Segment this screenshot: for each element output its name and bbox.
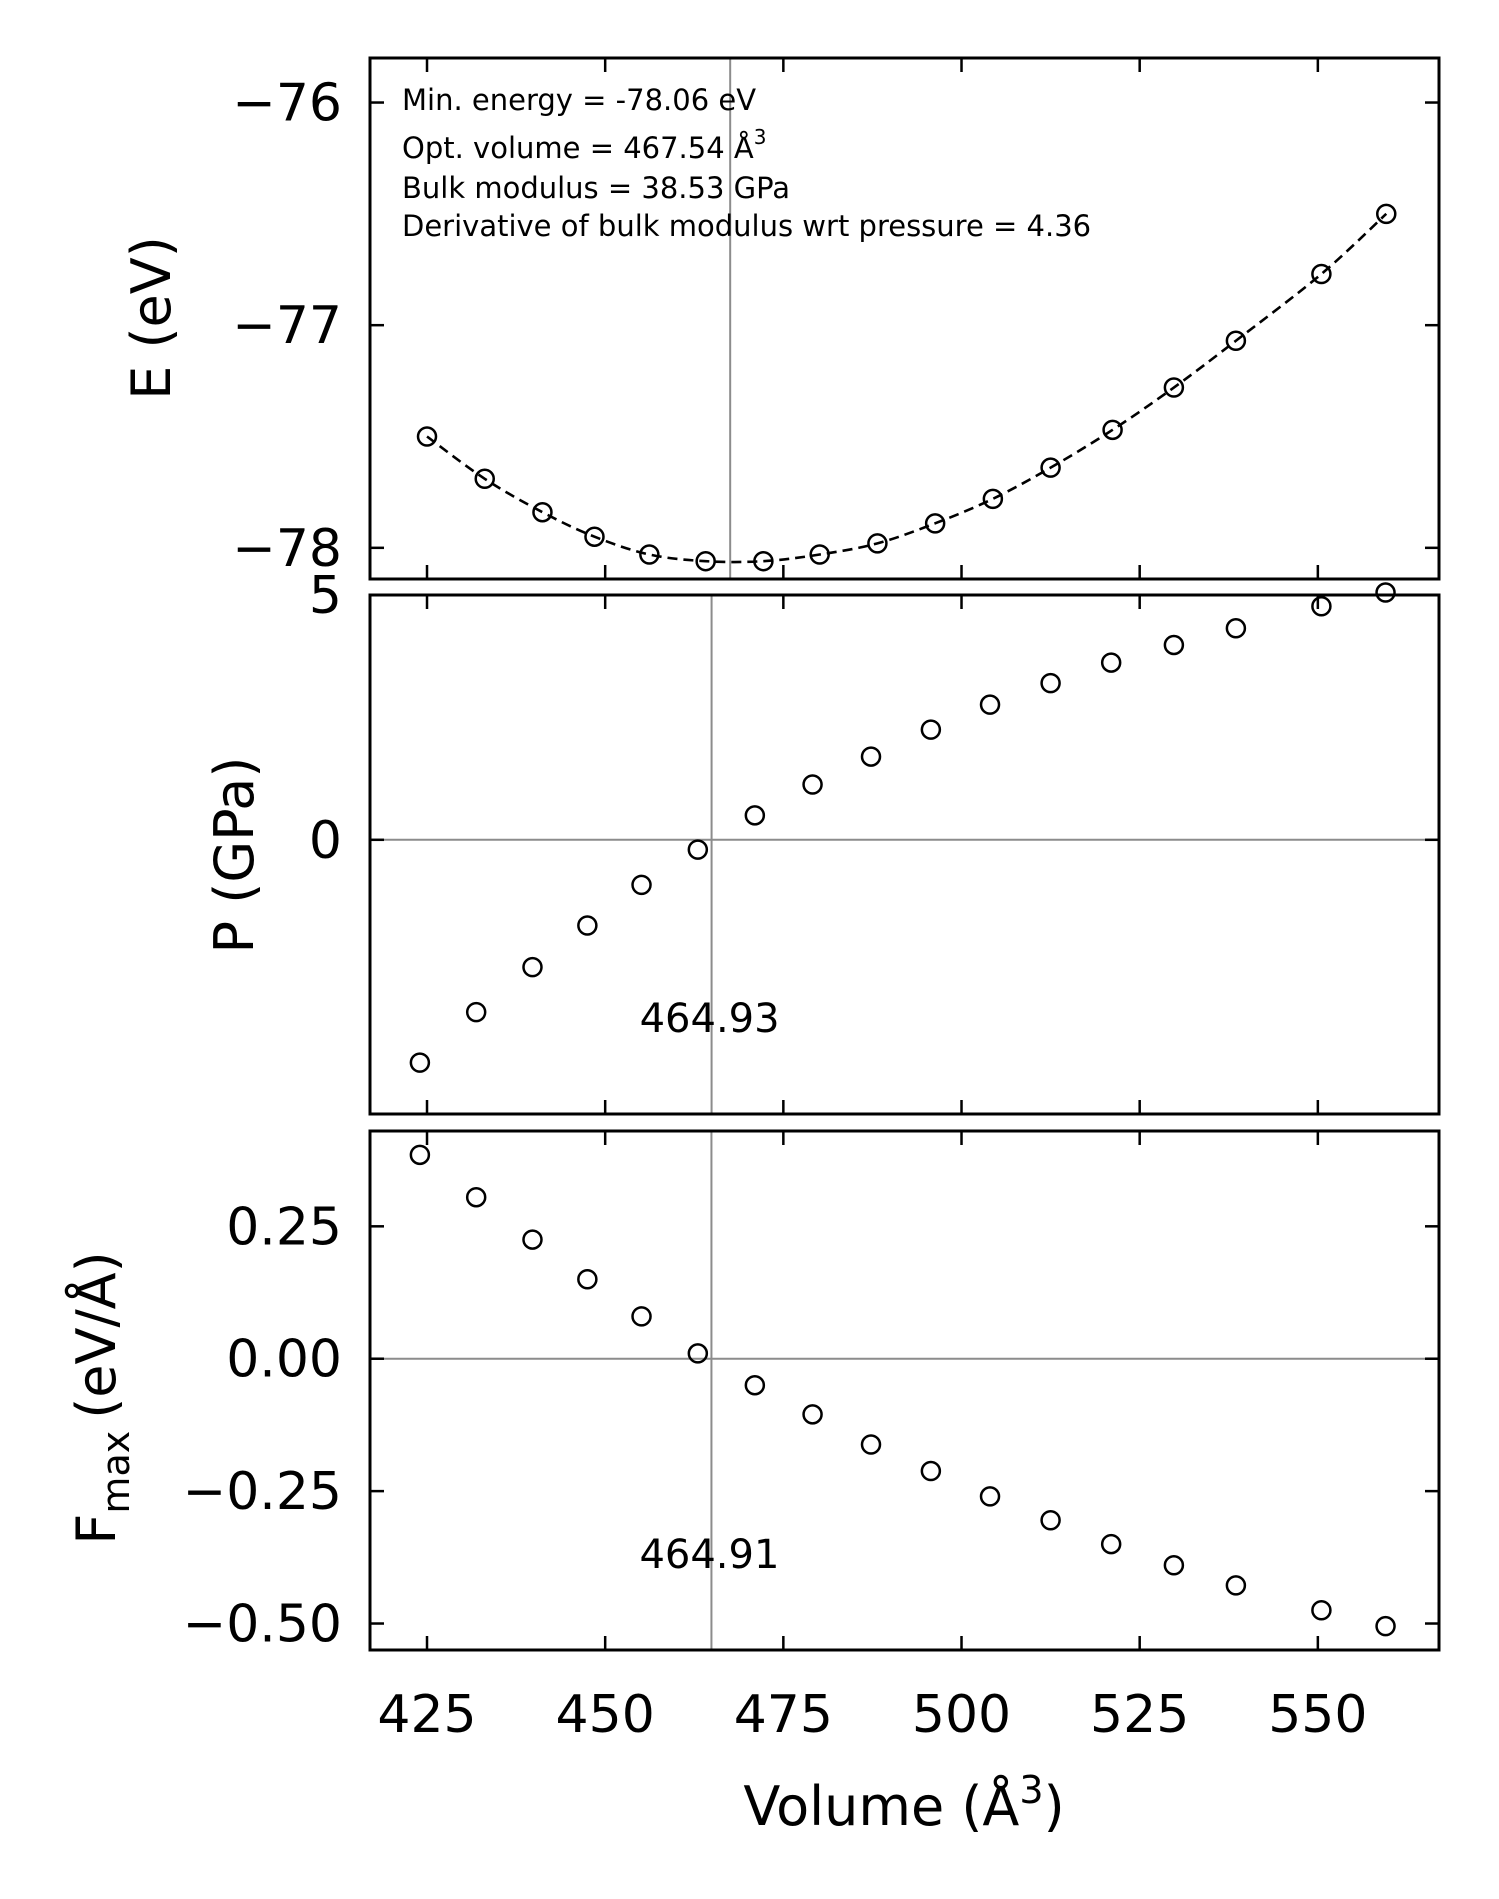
pressure-data-point (577, 915, 598, 936)
force-panel: 464.91 425 450 475 500 525 550 0.25 0.00 −0.25 −0.… (64, 1129, 1441, 1838)
pressure-data-point (1100, 652, 1122, 673)
pressure-data-point (1311, 596, 1332, 617)
pressure-plot-frame (368, 593, 1441, 1116)
pressure-data-point (631, 874, 652, 896)
x-tick-label: 500 (912, 1685, 1011, 1745)
force-y-axis-label: Fmax(eV/Å) (64, 1251, 138, 1544)
energy-data-point (867, 533, 888, 554)
annotation-bulk-modulus-derivative: Derivative of bulk modulus wrt pressure … (402, 209, 1091, 243)
pressure-data-point (1040, 672, 1061, 694)
force-data-point (1163, 1555, 1185, 1576)
force-data-point (860, 1434, 882, 1455)
annotation-opt-volume-exponent: 3 (754, 125, 767, 149)
energy-data-point (924, 513, 946, 534)
annotation-min-energy: Min. energy = -78.06 eV (402, 83, 756, 117)
force-vline-value-label: 464.91 (639, 1532, 779, 1578)
energy-data-point (809, 544, 830, 565)
force-data-point (631, 1306, 652, 1327)
pressure-y-tick-label: 5 (309, 566, 342, 626)
pressure-data-point (802, 774, 823, 795)
force-data-point (979, 1486, 1001, 1507)
pressure-data-point (1375, 582, 1396, 603)
energy-data-point (1102, 419, 1123, 441)
force-data-point (1375, 1615, 1396, 1637)
energy-y-tick-label: −76 (232, 74, 342, 134)
pressure-y-axis-label: P (GPa) (203, 757, 266, 954)
energy-fit-annotations: Min. energy = -78.06 eV Opt. volume = 46… (402, 83, 1091, 243)
force-data-point (409, 1144, 431, 1166)
energy-y-tick-label: −77 (232, 296, 342, 356)
force-data-point (744, 1374, 766, 1396)
energy-data-point (1311, 263, 1332, 285)
force-y-tick-label: −0.50 (183, 1595, 342, 1655)
annotation-bulk-modulus: Bulk modulus = 38.53 GPa (402, 171, 790, 205)
energy-data-point (584, 526, 605, 547)
force-data-point (1225, 1575, 1247, 1596)
pressure-data-point (920, 719, 942, 740)
energy-data-point (1376, 203, 1397, 225)
energy-panel: −76 −77 −78 Min. energy = -78.06 eV Opt. v… (120, 56, 1441, 581)
x-axis-label: Volume (Å3) (743, 1768, 1064, 1838)
energy-y-axis-label: E (eV) (120, 236, 183, 400)
energy-data-point (639, 544, 660, 565)
energy-data-point (695, 550, 716, 572)
pressure-vline-value-label: 464.93 (640, 996, 780, 1042)
x-tick-label: 475 (734, 1685, 833, 1745)
force-data-point (687, 1343, 709, 1364)
force-data-point (522, 1229, 543, 1250)
x-tick-label: 550 (1268, 1685, 1367, 1745)
x-tick-label: 525 (1090, 1685, 1189, 1745)
energy-data-point (1040, 457, 1061, 478)
force-y-tick-label: 0.25 (226, 1197, 342, 1257)
pressure-data-point (860, 746, 882, 767)
force-y-tick-label: −0.25 (183, 1462, 342, 1522)
pressure-data-point (979, 694, 1001, 715)
pressure-data-point (687, 839, 709, 860)
force-data-point (465, 1186, 487, 1208)
force-data-point (1040, 1510, 1061, 1531)
pressure-data-point (409, 1052, 431, 1073)
pressure-panel: 464.93 5 0 P (GPa) (203, 566, 1441, 1116)
energy-plot-frame (368, 56, 1441, 581)
energy-data-point (982, 488, 1004, 510)
pressure-data-point (522, 956, 543, 978)
force-data-point (1311, 1600, 1332, 1621)
energy-data-point (474, 468, 495, 490)
force-data-point (577, 1269, 598, 1290)
force-data-point (920, 1460, 942, 1482)
energy-data-point (1163, 377, 1185, 398)
energy-data-point (753, 550, 774, 572)
pressure-data-point (1225, 618, 1247, 639)
force-data-point (802, 1404, 823, 1425)
pressure-data-point (1163, 634, 1185, 656)
energy-data-point (416, 426, 438, 447)
pressure-data-point (465, 1001, 487, 1023)
annotation-opt-volume: Opt. volume = 467.54 Å3 (402, 125, 766, 165)
energy-data-point (1225, 330, 1247, 352)
x-tick-label: 425 (377, 1685, 476, 1745)
force-y-tick-label: 0.00 (226, 1330, 342, 1390)
energy-fit-curve (426, 212, 1388, 564)
pressure-data-point (744, 805, 766, 826)
force-data-point (1100, 1533, 1122, 1555)
energy-data-point (532, 501, 553, 523)
force-plot-frame (368, 1129, 1441, 1652)
pressure-y-tick-label: 0 (309, 811, 342, 871)
energy-y-tick-label: −78 (232, 519, 342, 579)
x-tick-label: 450 (556, 1685, 655, 1745)
